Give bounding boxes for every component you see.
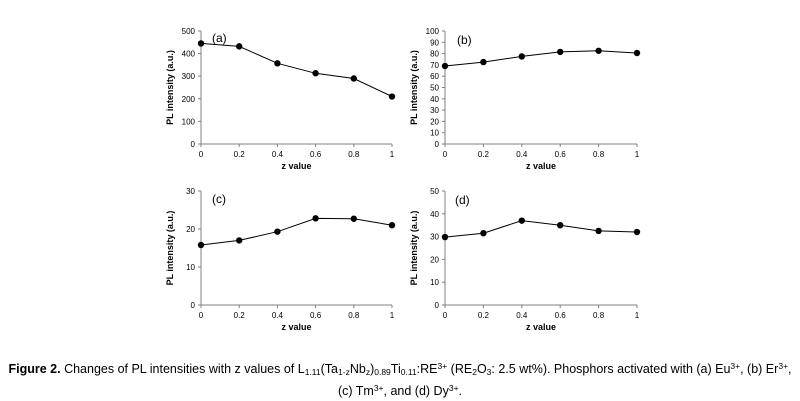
panel-b-data-point [441, 62, 449, 70]
panel-a-y-tick-label: 0 [191, 140, 196, 149]
panel-c-y-tick-label: 20 [186, 225, 195, 234]
caption-label: Figure 2. [8, 362, 61, 376]
panel-c-x-tick-label: 0.8 [348, 311, 360, 320]
panel-d-data-point [557, 222, 564, 229]
panel-b-data-point [518, 53, 525, 60]
panel-b-y-tick-label: 10 [430, 129, 439, 138]
panel-d-data-point [595, 227, 602, 235]
panel-c-x-tick-label: 0.6 [310, 311, 322, 320]
panel-c-y-axis-title: PL intensity (a.u.) [165, 211, 175, 286]
panel-a-label: (a) [212, 31, 227, 45]
panel-b-y-tick-label: 90 [430, 38, 439, 47]
panel-d-x-tick-label: 0.6 [555, 311, 567, 320]
panel-a-x-tick-label: 0.8 [348, 150, 360, 159]
panel-d-y-tick-label: 50 [430, 187, 439, 196]
panel-a-data-point [274, 60, 281, 67]
panel-d-data-point [518, 217, 525, 224]
panel-c-data-point [197, 241, 205, 249]
panel-a-y-axis-title: PL intensity (a.u.) [165, 50, 175, 125]
panel-b-y-tick-label: 20 [430, 117, 439, 126]
panel-b-data-point [595, 47, 602, 54]
panel-b-x-tick-label: 0.4 [516, 150, 528, 159]
panel-c-data-point [312, 215, 319, 222]
panel-c-data-point [236, 237, 243, 244]
panel-a-y-tick-label: 400 [182, 50, 196, 59]
panel-b-y-tick-label: 40 [430, 95, 439, 104]
panel-a-data-point [236, 43, 243, 50]
panel-b-data-point [557, 48, 564, 56]
panel-c-x-tick-label: 0.2 [234, 311, 246, 320]
panel-a-data-point [388, 93, 396, 100]
panel-b-y-tick-label: 70 [430, 61, 439, 70]
panel-a-y-tick-label: 100 [182, 117, 196, 126]
panel-c-label: (c) [212, 192, 226, 206]
panel-d-data-point [633, 228, 641, 236]
panel-a-y-tick-label: 300 [182, 72, 196, 81]
panel-d-y-tick-label: 10 [430, 278, 439, 287]
panel-d-y-tick-label: 0 [435, 301, 440, 310]
panel-d-x-tick-label: 0.2 [478, 311, 490, 320]
panel-d-x-tick-label: 1 [635, 311, 640, 320]
panel-a-x-tick-label: 0.2 [234, 150, 246, 159]
panel-c-x-tick-label: 0.4 [272, 311, 284, 320]
figure-caption: Figure 2. Changes of PL intensities with… [8, 361, 792, 398]
panel-b-x-tick-label: 0.6 [555, 150, 567, 159]
panel-a-y-tick-label: 200 [182, 95, 196, 104]
panel-a-series-line [200, 42, 393, 97]
panel-c-data-point [350, 215, 357, 222]
panel-d-data-point [480, 229, 487, 237]
panel-b-data-point [480, 58, 487, 66]
panel-c-x-tick-label: 1 [390, 311, 395, 320]
panel-a-data-point [312, 70, 319, 77]
panel-b-x-tick-label: 0 [443, 150, 448, 159]
panel-c-x-axis-title: z value [281, 322, 311, 332]
panel-d-y-tick-label: 20 [430, 255, 439, 264]
panel-c-series-line [200, 217, 393, 246]
panel-c-data-point [388, 222, 396, 229]
panel-c-x-tick-label: 0 [199, 311, 204, 320]
panel-b-x-tick-label: 0.2 [478, 150, 490, 159]
panel-a-x-tick-label: 0 [199, 150, 204, 159]
panel-a-x-tick-label: 0.6 [310, 150, 322, 159]
panel-b-y-tick-label: 80 [430, 50, 439, 59]
panel-b-y-tick-label: 60 [430, 72, 439, 81]
panel-d-data-point [441, 233, 449, 241]
panel-a-x-tick-label: 1 [390, 150, 395, 159]
panel-b-y-tick-label: 30 [430, 106, 439, 115]
panel-d-y-tick-label: 40 [430, 210, 439, 219]
panel-d-label: (d) [455, 193, 470, 207]
panel-a-x-axis-title: z value [281, 161, 311, 171]
panel-a-data-point [350, 75, 357, 82]
panel-b-y-axis-title: PL intensity (a.u.) [409, 50, 419, 125]
panel-b-y-tick-label: 100 [426, 27, 440, 36]
panel-a-y-tick-label: 500 [182, 27, 196, 36]
panel-d-y-axis-title: PL intensity (a.u.) [409, 211, 419, 286]
panel-b-x-tick-label: 0.8 [593, 150, 605, 159]
panel-b-y-tick-label: 50 [430, 84, 439, 93]
panel-c-y-tick-label: 30 [186, 187, 195, 196]
panel-c-data-point [274, 228, 281, 235]
panel-d-x-axis-title: z value [526, 322, 556, 332]
panel-b-label: (b) [457, 33, 472, 47]
panel-d-x-tick-label: 0.4 [516, 311, 528, 320]
panel-c-y-tick-label: 0 [191, 301, 196, 310]
panel-a-x-tick-label: 0.4 [272, 150, 284, 159]
panel-b-x-tick-label: 1 [635, 150, 640, 159]
panel-b-series-line [444, 50, 638, 67]
panel-d-x-tick-label: 0.8 [593, 311, 605, 320]
panel-d-y-tick-label: 30 [430, 233, 439, 242]
panel-c-y-tick-label: 10 [186, 263, 195, 272]
panel-a-data-point [197, 40, 205, 47]
panel-b-x-axis-title: z value [526, 161, 556, 171]
panel-d-x-tick-label: 0 [443, 311, 448, 320]
panel-b-data-point [633, 49, 641, 57]
panel-b-y-tick-label: 0 [435, 140, 440, 149]
panel-d-series-line [444, 220, 638, 238]
